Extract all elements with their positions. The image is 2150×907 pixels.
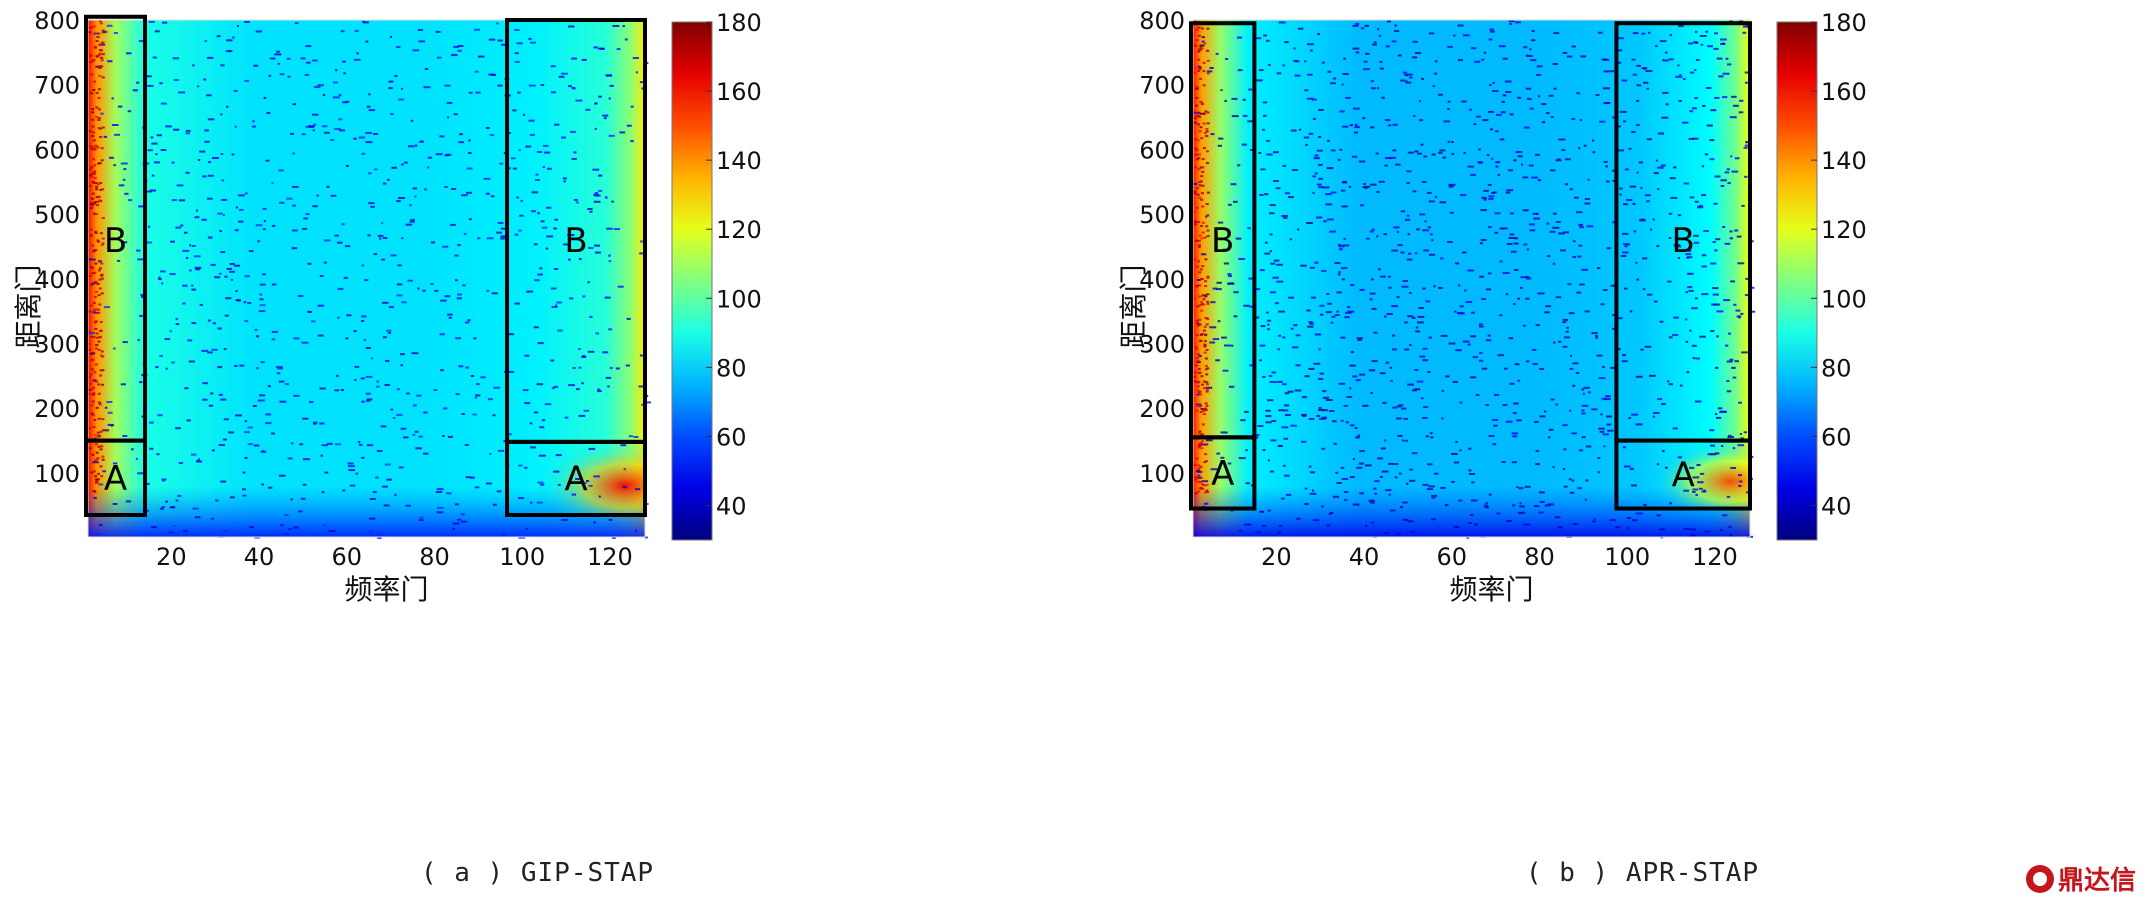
x-axis-label: 频率门 [344,573,428,606]
y-tick-label: 800 [34,7,80,35]
y-tick-label: 800 [1139,7,1185,35]
colorbar-tick-label: 100 [1821,285,1867,313]
region-label-a: A [564,459,587,499]
region-label-b: B [104,221,127,261]
y-tick-label: 300 [1139,331,1185,359]
x-tick-label: 40 [1349,543,1380,571]
x-tick-label: 80 [1524,543,1555,571]
y-tick-label: 400 [1139,266,1185,294]
x-tick-label: 20 [1261,543,1292,571]
y-tick-label: 600 [34,136,80,164]
y-tick-label: 700 [34,72,80,100]
y-tick-label: 400 [34,266,80,294]
y-tick-label: 100 [34,460,80,488]
y-tick-label: 500 [1139,201,1185,229]
heatmap-chart-apr-stap: A B A B 20 40 60 80 100 120 100 200 300 400 500 600 700 8… [1117,7,1867,606]
heatmap-chart-gip-stap: A B A B 20 40 60 80 100 120 100 200 300 400 500 600 700 8… [12,7,762,606]
colorbar-tick-label: 120 [716,216,762,244]
x-tick-label: 20 [156,543,187,571]
colorbar-tick-label: 160 [716,78,762,106]
logo-icon [2025,864,2054,893]
region-box-b [84,14,148,443]
x-tick-label: 100 [499,543,545,571]
region-box-b [1614,21,1752,443]
region-label-b: B [1672,221,1695,261]
y-tick-label: 200 [34,395,80,423]
x-tick-label: 80 [419,543,450,571]
colorbar-tick-label: 140 [716,147,762,175]
x-tick-label: 120 [1692,543,1738,571]
colorbar-tick-label: 140 [1821,147,1867,175]
y-tick-label: 200 [1139,395,1185,423]
colorbar-tick-label: 40 [716,492,747,520]
region-box-b [1189,21,1257,440]
watermark-text: 鼎达信 [2057,866,2136,896]
x-axis-label: 频率门 [1449,573,1533,606]
region-label-a: A [1672,456,1695,496]
region-label-a: A [104,459,127,499]
colorbar-tick-label: 60 [1821,423,1852,451]
y-tick-label: 500 [34,201,80,229]
colorbar-tick-label: 40 [1821,492,1852,520]
region-label-a: A [1211,454,1234,494]
x-tick-label: 40 [244,543,275,571]
x-tick-label: 60 [1436,543,1467,571]
colorbar-tick-label: 80 [1821,354,1852,382]
colorbar-tick-label: 60 [716,423,747,451]
colorbar-tick-label: 180 [716,9,762,37]
colorbar [1776,21,1818,541]
colorbar [671,21,713,541]
panel-apr-stap: A B A B 20 40 60 80 100 120 100 200 300 400 500 600 700 8… [1105,0,2150,907]
x-tick-label: 100 [1604,543,1650,571]
y-tick-label: 300 [34,331,80,359]
watermark-logo: 鼎达信 [2025,860,2136,897]
colorbar-tick-label: 80 [716,354,747,382]
y-tick-label: 600 [1139,136,1185,164]
y-tick-label: 700 [1139,72,1185,100]
caption-apr-stap: ( b ) APR-STAP [1525,858,1760,888]
colorbar-tick-label: 160 [1821,78,1867,106]
y-axis-label: 距离门 [12,264,45,348]
y-axis-label: 距离门 [1117,264,1150,348]
caption-gip-stap: ( a ) GIP-STAP [420,858,655,888]
panel-gip-stap: A B A B 20 40 60 80 100 120 100 200 300 400 500 600 700 8… [12,7,762,888]
colorbar-tick-label: 180 [1821,9,1867,37]
region-label-b: B [1211,221,1234,261]
heatmap-noise [1193,20,1756,539]
y-tick-label: 100 [1139,460,1185,488]
colorbar-tick-label: 120 [1821,216,1867,244]
region-label-b: B [564,221,587,261]
region-box-b [505,18,647,444]
x-tick-label: 60 [331,543,362,571]
colorbar-tick-label: 100 [716,285,762,313]
x-tick-label: 120 [587,543,633,571]
